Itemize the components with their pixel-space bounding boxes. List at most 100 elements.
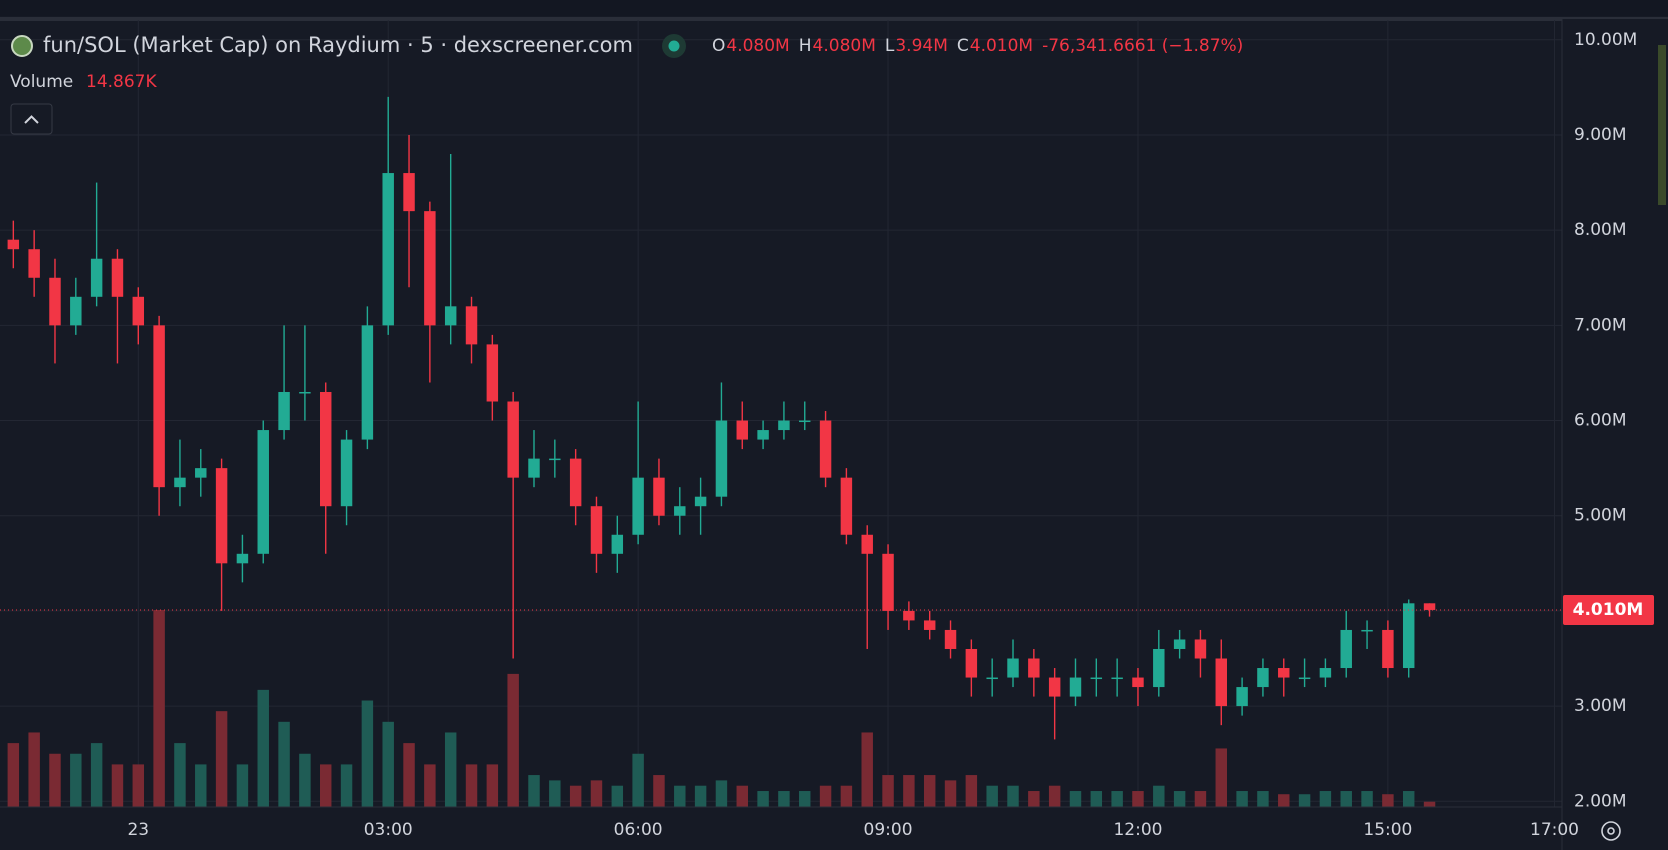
legend-key: O xyxy=(712,36,725,56)
volume-bar xyxy=(361,700,374,807)
legend-change: -76,341.6661 (−1.87%) xyxy=(1042,36,1243,56)
candle-body xyxy=(111,258,124,297)
collapse-icon xyxy=(24,115,39,124)
legend-value: 3.94M xyxy=(895,36,948,56)
candle-body xyxy=(1173,639,1186,649)
candle-body xyxy=(882,553,894,611)
candle-body xyxy=(1298,677,1311,680)
candle-body xyxy=(424,211,436,326)
token-icon xyxy=(11,35,33,57)
settings-ring xyxy=(1601,821,1621,841)
volume-bar xyxy=(257,689,269,807)
volume-bar xyxy=(757,791,769,807)
candle-body xyxy=(1007,658,1019,678)
volume-bar xyxy=(320,764,332,807)
volume-bar xyxy=(278,721,290,807)
x-tick-label: 12:00 xyxy=(1113,820,1162,840)
volume-bar xyxy=(549,780,561,807)
volume-bar xyxy=(736,785,748,807)
y-tick-label: 10.00M xyxy=(1574,30,1637,50)
candle-body xyxy=(1069,677,1082,697)
candle-body xyxy=(1090,677,1103,680)
candle-body xyxy=(278,391,290,431)
volume-bar xyxy=(1236,791,1248,807)
settings-icon[interactable] xyxy=(1601,821,1621,841)
volume-bar xyxy=(674,785,686,807)
candle-body xyxy=(840,477,853,535)
legend-value: 4.080M xyxy=(813,36,876,56)
candle-body xyxy=(986,677,998,680)
x-tick-label: 03:00 xyxy=(364,820,413,840)
volume-bar xyxy=(403,743,415,807)
volume-bar xyxy=(1298,794,1311,807)
price-axis xyxy=(1562,19,1668,850)
top-bar xyxy=(0,0,1668,16)
volume-bar xyxy=(299,753,311,807)
candle-body xyxy=(1194,639,1207,659)
x-tick-label: 15:00 xyxy=(1363,820,1412,840)
collapse-button[interactable] xyxy=(10,103,53,135)
header: fun/SOL (Market Cap) on Raydium · 5 · de… xyxy=(10,33,1243,135)
candle-body xyxy=(799,420,811,423)
y-tick-label: 2.00M xyxy=(1574,791,1627,811)
volume-bar xyxy=(903,775,915,807)
legend-value: 4.080M xyxy=(726,36,789,56)
volume-bar xyxy=(882,775,894,807)
candle-body xyxy=(778,420,790,431)
volume-bar xyxy=(1340,791,1352,807)
candle-body xyxy=(694,496,707,507)
candle-body xyxy=(1132,677,1144,688)
candle-body xyxy=(320,391,332,507)
candle-body xyxy=(653,477,665,516)
x-tick-label: 06:00 xyxy=(614,820,663,840)
candle-body xyxy=(757,430,769,440)
volume-bar xyxy=(632,753,644,807)
ohlc-legend: O4.080M H4.080M L3.94M C4.010M -76,341.6661 … xyxy=(712,36,1243,56)
volume-bar xyxy=(1028,791,1040,807)
volume-bar xyxy=(1132,791,1144,807)
volume-bar xyxy=(965,775,978,807)
candle-body xyxy=(569,458,582,507)
candle-body xyxy=(549,458,561,461)
volume-bar xyxy=(132,764,145,807)
candle-body xyxy=(674,506,686,516)
volume-bar xyxy=(340,764,353,807)
volume-bar xyxy=(1090,791,1103,807)
candle-body xyxy=(944,629,957,649)
y-tick-label: 9.00M xyxy=(1574,125,1627,145)
volume-bar xyxy=(382,721,394,807)
y-tick-label: 6.00M xyxy=(1574,411,1627,431)
time-axis xyxy=(0,807,1668,850)
candle-body xyxy=(1278,668,1290,678)
x-tick-label: 23 xyxy=(127,820,149,840)
volume-bar xyxy=(195,764,207,807)
volume-bar xyxy=(7,743,20,807)
volume-bar xyxy=(174,743,186,807)
settings-hub xyxy=(1607,827,1615,835)
volume-bar xyxy=(1319,791,1332,807)
last-price-label: 4.010M xyxy=(1573,600,1644,620)
volume-bar xyxy=(653,775,665,807)
volume-bar xyxy=(923,775,936,807)
volume-bar xyxy=(424,764,436,807)
y-tick-label: 5.00M xyxy=(1574,506,1627,526)
candle-body xyxy=(132,296,145,326)
candle-body xyxy=(1402,603,1415,669)
candle-body xyxy=(465,306,478,345)
volume-bar xyxy=(49,753,61,807)
candle-body xyxy=(1215,658,1228,707)
volume-bar xyxy=(111,764,124,807)
candle-body xyxy=(195,468,207,478)
volume-bar xyxy=(507,673,519,807)
candle-body xyxy=(403,173,415,212)
candle-body xyxy=(1028,658,1040,678)
volume-bar xyxy=(694,785,707,807)
volume-bar xyxy=(986,785,998,807)
candle-body xyxy=(444,306,457,326)
candle-body xyxy=(1319,668,1332,678)
x-tick-label: 17:00 xyxy=(1530,820,1579,840)
candle-body xyxy=(611,534,624,554)
status-dot xyxy=(668,40,680,52)
legend-key: H xyxy=(799,36,812,56)
